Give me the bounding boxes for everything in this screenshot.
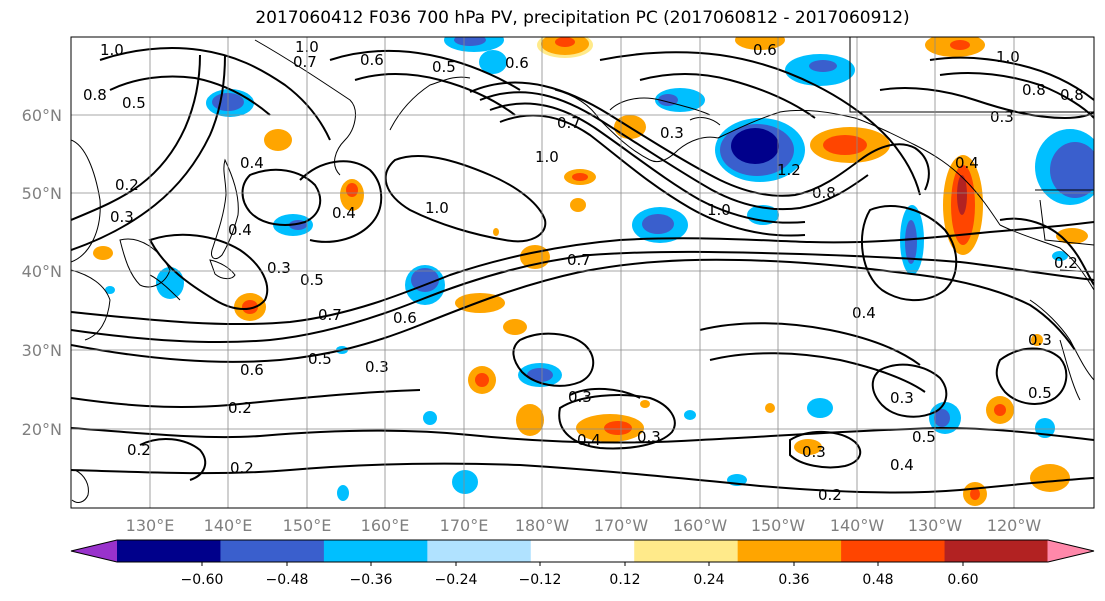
colorbar-tick-label: 0.60 <box>947 572 978 588</box>
map-title: 2017060412 F036 700 hPa PV, precipitatio… <box>255 8 910 28</box>
colorbar-segments <box>70 539 1095 563</box>
contour-label: 1.2 <box>777 161 801 179</box>
contour-label: 0.8 <box>1060 86 1084 104</box>
contour-label: 0.5 <box>308 350 332 368</box>
contour-label: 0.5 <box>300 271 324 289</box>
contour-label: 0.3 <box>637 428 661 446</box>
contour-label: 1.0 <box>535 148 559 166</box>
contour-label: 0.8 <box>83 86 107 104</box>
colorbar-segment <box>944 540 1049 562</box>
contour-label: 0.4 <box>228 221 252 239</box>
graticule <box>71 37 1094 508</box>
colorbar-tick-label: −0.36 <box>350 572 393 588</box>
lon-label: 160°E <box>361 516 410 535</box>
colorbar-outline <box>70 539 1095 563</box>
contour-label: 0.7 <box>293 53 317 71</box>
map-panel: 1.0 1.0 0.7 0.6 0.5 0.6 0.6 0.8 0.8 0.5 … <box>70 36 1095 509</box>
contour-label: 0.7 <box>557 114 581 132</box>
contour-label: 0.4 <box>577 431 601 449</box>
contour-label: 0.7 <box>318 306 342 324</box>
lon-label: 170°W <box>594 516 649 535</box>
longitude-labels: 130°E 140°E 150°E 160°E 170°E 180°W 170°… <box>126 516 1042 535</box>
lon-label: 150°W <box>751 516 806 535</box>
contour-label: 0.2 <box>230 459 254 477</box>
contour-label: 0.5 <box>432 58 456 76</box>
contour-label: 0.4 <box>890 456 914 474</box>
lon-label: 120°W <box>987 516 1042 535</box>
contour-label: 1.0 <box>100 41 124 59</box>
contour-label: 0.2 <box>1054 254 1078 272</box>
colorbar-tick-label: −0.12 <box>519 572 562 588</box>
contour-label: 0.5 <box>122 94 146 112</box>
contour-label: 0.3 <box>890 389 914 407</box>
contour-label: 0.3 <box>802 443 826 461</box>
lat-label: 60°N <box>22 106 62 125</box>
contour-label: 0.6 <box>240 361 264 379</box>
contour-label: 0.6 <box>753 41 777 59</box>
lon-label: 140°E <box>204 516 253 535</box>
colorbar-segment <box>1047 540 1094 562</box>
contour-label: 1.0 <box>996 48 1020 66</box>
lon-label: 150°E <box>283 516 332 535</box>
contour-label: 0.5 <box>1028 384 1052 402</box>
contour-label: 0.3 <box>660 124 684 142</box>
lat-label: 40°N <box>22 262 62 281</box>
contour-label: 0.4 <box>955 154 979 172</box>
contour-label: 0.3 <box>568 388 592 406</box>
lat-label: 30°N <box>22 341 62 360</box>
contour-label: 0.2 <box>127 441 151 459</box>
colorbar-segment <box>737 540 842 562</box>
colorbar-segment <box>634 540 739 562</box>
colorbar-tick-label: −0.60 <box>181 572 224 588</box>
contour-label: 0.3 <box>267 259 291 277</box>
colorbar-tick-label: −0.48 <box>266 572 309 588</box>
colorbar-segment <box>323 540 428 562</box>
contour-label: 0.6 <box>393 309 417 327</box>
lon-label: 130°E <box>126 516 175 535</box>
contour-label: 0.3 <box>1028 331 1052 349</box>
contour-label: 0.5 <box>912 428 936 446</box>
colorbar-tick-label: −0.24 <box>435 572 478 588</box>
contour-label: 0.2 <box>228 399 252 417</box>
contour-label: 0.6 <box>360 51 384 69</box>
lon-label: 160°W <box>673 516 728 535</box>
colorbar-segment <box>71 540 118 562</box>
colorbar-tick-label: 0.36 <box>778 572 809 588</box>
coastlines <box>71 37 1094 503</box>
lat-label: 20°N <box>22 420 62 439</box>
contour-label: 0.8 <box>1022 81 1046 99</box>
positive-precip-shading <box>93 37 1088 506</box>
colorbar-tick-label: 0.48 <box>862 572 893 588</box>
lon-label: 170°E <box>440 516 489 535</box>
contour-label: 0.4 <box>852 304 876 322</box>
contour-label: 1.0 <box>425 199 449 217</box>
lon-label: 130°W <box>908 516 963 535</box>
colorbar-tick-label: 0.24 <box>693 572 724 588</box>
contour-label: 0.4 <box>332 204 356 222</box>
contour-label: 0.3 <box>365 358 389 376</box>
colorbar-segment <box>427 540 532 562</box>
contour-label: 0.4 <box>240 154 264 172</box>
contour-label: 0.3 <box>990 108 1014 126</box>
contour-label: 0.7 <box>567 251 591 269</box>
contour-label: 0.6 <box>505 54 529 72</box>
colorbar: −0.60 −0.48 −0.36 −0.24 −0.12 0.12 0.24 … <box>70 539 1095 588</box>
contour-label: 0.2 <box>818 486 842 504</box>
contour-label: 1.0 <box>707 201 731 219</box>
colorbar-segment <box>530 540 635 562</box>
contour-label: 0.3 <box>110 208 134 226</box>
contour-label: 0.2 <box>115 176 139 194</box>
lon-label: 140°W <box>830 516 885 535</box>
colorbar-segment <box>117 540 222 562</box>
latitude-labels: 60°N 50°N 40°N 30°N 20°N <box>22 106 62 439</box>
colorbar-ticks <box>201 562 964 566</box>
lat-label: 50°N <box>22 184 62 203</box>
lon-label: 180°W <box>515 516 570 535</box>
colorbar-segment <box>220 540 325 562</box>
colorbar-segment <box>841 540 946 562</box>
contour-labels: 1.0 1.0 0.7 0.6 0.5 0.6 0.6 0.8 0.8 0.5 … <box>83 38 1084 504</box>
colorbar-tick-label: 0.12 <box>609 572 640 588</box>
